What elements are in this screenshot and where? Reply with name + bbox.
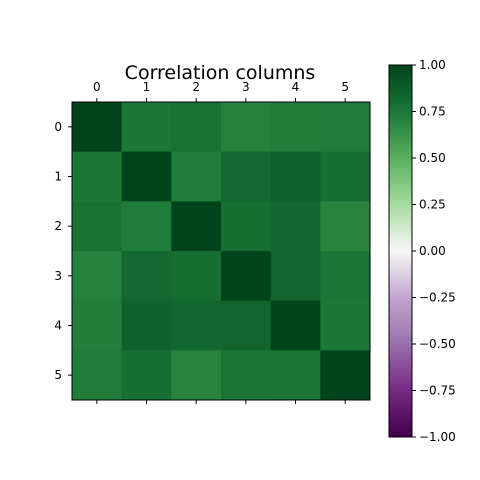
colorbar-tick-label: −0.25 xyxy=(419,291,456,305)
heatmap-cell xyxy=(221,300,272,351)
heatmap-cell xyxy=(171,102,222,153)
heatmap-cell xyxy=(270,251,321,302)
x-axis: 0 1 2 3 4 5 xyxy=(93,80,349,404)
heatmap-cell xyxy=(221,151,272,202)
y-tick-label: 0 xyxy=(54,120,62,134)
heatmap-cell xyxy=(221,350,272,401)
x-tick-label: 5 xyxy=(341,80,349,94)
colorbar-tick-label: 0.00 xyxy=(419,244,446,258)
y-tick-label: 5 xyxy=(54,368,62,382)
heatmap-cell xyxy=(221,201,272,252)
y-tick-label: 3 xyxy=(54,269,62,283)
x-tick-label: 3 xyxy=(242,80,250,94)
heatmap-cells xyxy=(72,102,371,401)
chart-title: Correlation columns xyxy=(125,62,316,84)
y-axis: 0 1 2 3 4 5 xyxy=(54,120,72,382)
heatmap-cell xyxy=(121,102,172,153)
heatmap-cell xyxy=(171,201,222,252)
heatmap-cell xyxy=(270,300,321,351)
heatmap-cell xyxy=(171,251,222,302)
heatmap-cell xyxy=(270,201,321,252)
heatmap-cell xyxy=(121,350,172,401)
heatmap-cell xyxy=(221,102,272,153)
heatmap-cell xyxy=(121,201,172,252)
heatmap-cell xyxy=(221,251,272,302)
heatmap-cell xyxy=(72,350,123,401)
x-tick-label: 1 xyxy=(143,80,151,94)
colorbar xyxy=(388,64,413,438)
x-tick-label: 4 xyxy=(292,80,300,94)
heatmap-cell xyxy=(72,201,123,252)
y-tick-label: 4 xyxy=(54,319,62,333)
heatmap-cell xyxy=(320,201,371,252)
heatmap-cell xyxy=(320,151,371,202)
heatmap-cell xyxy=(320,350,371,401)
y-tick-label: 2 xyxy=(54,219,62,233)
heatmap-cell xyxy=(72,151,123,202)
colorbar-tick-label: 0.25 xyxy=(419,198,446,212)
heatmap-cell xyxy=(121,251,172,302)
heatmap-cell xyxy=(72,102,123,153)
heatmap-cell xyxy=(171,151,222,202)
colorbar-tick-label: 0.50 xyxy=(419,151,446,165)
heatmap-cell xyxy=(270,350,321,401)
colorbar-tick-label: −1.00 xyxy=(419,430,456,444)
heatmap-cell xyxy=(121,151,172,202)
colorbar-tick-label: −0.75 xyxy=(419,384,456,398)
heatmap-cell xyxy=(320,300,371,351)
heatmap-cell xyxy=(171,300,222,351)
heatmap-cell xyxy=(72,251,123,302)
x-tick-label: 0 xyxy=(93,80,101,94)
heatmap-cell xyxy=(121,300,172,351)
colorbar-tick-label: 1.00 xyxy=(419,58,446,72)
x-tick-label: 2 xyxy=(192,80,200,94)
heatmap-cell xyxy=(320,251,371,302)
colorbar-axis: 1.00 0.75 0.50 0.25 0.00 −0.25 −0.50 −0.75 −1.00 xyxy=(412,58,456,444)
heatmap-cell xyxy=(320,102,371,153)
y-tick-label: 1 xyxy=(54,170,62,184)
heatmap-cell xyxy=(171,350,222,401)
colorbar-tick-label: −0.50 xyxy=(419,337,456,351)
colorbar-tick-label: 0.75 xyxy=(419,105,446,119)
heatmap-cell xyxy=(270,151,321,202)
heatmap-cell xyxy=(72,300,123,351)
heatmap-frame xyxy=(71,101,371,401)
heatmap-cell xyxy=(270,102,321,153)
